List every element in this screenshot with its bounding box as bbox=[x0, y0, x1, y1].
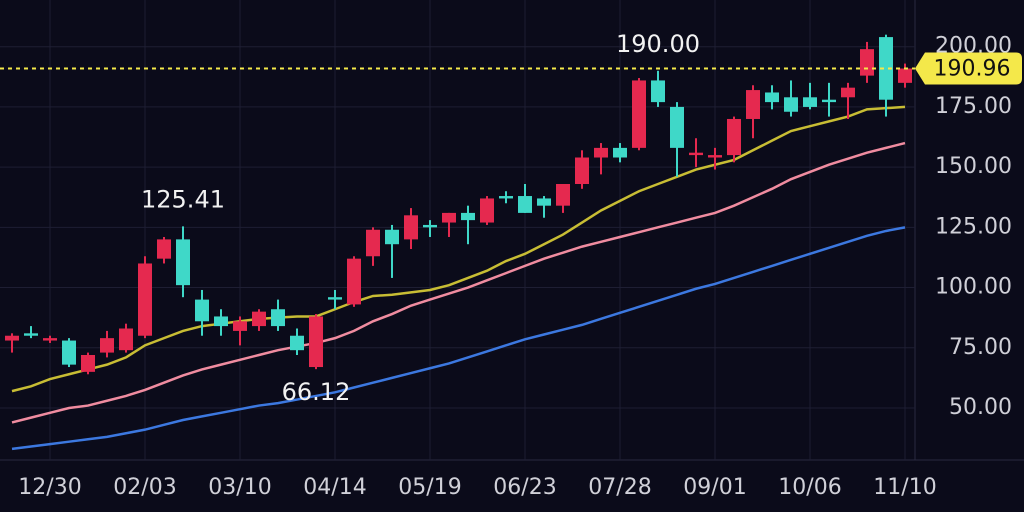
candle-body bbox=[100, 338, 114, 353]
candle-body bbox=[651, 80, 665, 103]
y-tick-label: 50.00 bbox=[949, 395, 1012, 420]
x-tick-label: 10/06 bbox=[778, 475, 841, 500]
candle-body bbox=[442, 212, 456, 223]
candle-body bbox=[613, 147, 627, 158]
moving-average-line bbox=[11, 141, 906, 424]
x-tick-label: 06/23 bbox=[493, 475, 556, 500]
candle-body bbox=[309, 316, 323, 368]
price-annotation: 190.00 bbox=[616, 30, 700, 58]
candle-body bbox=[632, 80, 646, 148]
candle-body bbox=[404, 215, 418, 240]
candle-body bbox=[594, 147, 608, 158]
candle-body bbox=[575, 157, 589, 184]
candle-body bbox=[119, 328, 133, 351]
candle-body bbox=[499, 196, 513, 199]
y-tick-label: 75.00 bbox=[949, 335, 1012, 360]
candle-body bbox=[233, 321, 247, 331]
moving-average-line bbox=[11, 226, 906, 451]
candle-body bbox=[480, 198, 494, 223]
candle-body bbox=[670, 106, 684, 148]
candle-body bbox=[841, 87, 855, 98]
candle-body bbox=[290, 335, 304, 351]
candle-body bbox=[214, 316, 228, 327]
price-annotation: 66.12 bbox=[282, 378, 351, 406]
x-tick-label: 03/10 bbox=[208, 475, 271, 500]
candle-body bbox=[822, 99, 836, 103]
candle-body bbox=[727, 118, 741, 156]
candle-body bbox=[803, 97, 817, 107]
candle-body bbox=[879, 37, 893, 100]
y-tick-label: 100.00 bbox=[935, 275, 1012, 300]
candle-body bbox=[138, 263, 152, 336]
candle-body bbox=[765, 92, 779, 103]
candle-body bbox=[62, 340, 76, 365]
candle-body bbox=[347, 258, 361, 305]
candle-body bbox=[24, 333, 38, 336]
last-price-label: 190.96 bbox=[934, 56, 1011, 81]
x-tick-label: 07/28 bbox=[588, 475, 651, 500]
candle-body bbox=[423, 224, 437, 228]
y-tick-label: 175.00 bbox=[935, 94, 1012, 119]
candle-body bbox=[176, 239, 190, 286]
candle-body bbox=[746, 90, 760, 119]
x-tick-label: 02/03 bbox=[113, 475, 176, 500]
candle-body bbox=[860, 49, 874, 76]
candle-body bbox=[518, 196, 532, 213]
candle-body bbox=[81, 354, 95, 372]
x-tick-label: 05/19 bbox=[398, 475, 461, 500]
candle-body bbox=[195, 299, 209, 322]
y-tick-label: 125.00 bbox=[935, 214, 1012, 239]
y-tick-label: 150.00 bbox=[935, 154, 1012, 179]
x-tick-label: 09/01 bbox=[683, 475, 746, 500]
candle-body bbox=[328, 297, 342, 300]
candle-body bbox=[461, 212, 475, 221]
candle-body bbox=[252, 311, 266, 327]
candle-body bbox=[366, 229, 380, 257]
candle-body bbox=[556, 184, 570, 206]
candle-body bbox=[385, 229, 399, 245]
x-tick-label: 11/10 bbox=[873, 475, 936, 500]
candle-body bbox=[271, 309, 285, 327]
candle-body bbox=[157, 239, 171, 259]
x-tick-label: 12/30 bbox=[18, 475, 81, 500]
candle-body bbox=[898, 68, 912, 83]
x-tick-label: 04/14 bbox=[303, 475, 366, 500]
candle-body bbox=[784, 97, 798, 112]
moving-average-line bbox=[11, 105, 906, 393]
last-price-badge bbox=[915, 52, 1022, 85]
candle-body bbox=[43, 338, 57, 341]
price-annotation: 125.41 bbox=[141, 185, 225, 213]
candle-body bbox=[537, 198, 551, 206]
candle-body bbox=[689, 152, 703, 156]
candle-body bbox=[5, 335, 19, 341]
candle-body bbox=[708, 155, 722, 158]
